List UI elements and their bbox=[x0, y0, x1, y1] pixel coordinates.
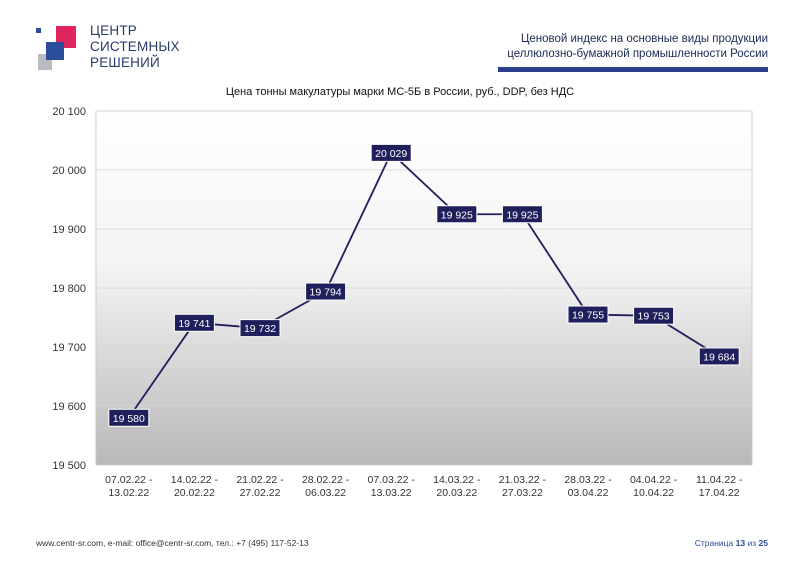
x-tick-label: 07.02.22 -13.02.22 bbox=[105, 474, 153, 499]
data-point: 20 029 bbox=[370, 143, 412, 162]
of-word: из bbox=[747, 538, 757, 548]
logo-text: ЦЕНТР СИСТЕМНЫХ РЕШЕНИЙ bbox=[90, 23, 180, 71]
page-word: Страница bbox=[694, 538, 734, 548]
x-tick-label: 07.03.22 -13.03.22 bbox=[368, 474, 416, 499]
logo-mark-dot bbox=[36, 28, 41, 33]
data-label-box bbox=[173, 313, 215, 332]
data-point: 19 684 bbox=[698, 347, 740, 366]
data-label-box bbox=[633, 306, 675, 325]
data-label-box bbox=[305, 282, 347, 301]
x-tick-label: 21.03.22 -27.03.22 bbox=[499, 474, 547, 499]
y-tick-label: 19 500 bbox=[52, 460, 86, 472]
report-title-line-2: целлюлозно-бумажной промышленности Росси… bbox=[507, 48, 768, 60]
data-label: 19 794 bbox=[310, 287, 342, 299]
x-tick-label: 21.02.22 -27.02.22 bbox=[236, 474, 284, 499]
data-label-box bbox=[698, 347, 740, 366]
y-tick-label: 19 800 bbox=[52, 283, 86, 295]
logo-line-1: ЦЕНТР bbox=[90, 23, 137, 38]
data-point: 19 753 bbox=[633, 306, 675, 325]
data-point: 19 755 bbox=[567, 305, 609, 324]
x-tick-label: 28.02.22 -06.03.22 bbox=[302, 474, 350, 499]
data-point: 19 580 bbox=[108, 408, 150, 427]
page-total: 25 bbox=[758, 538, 768, 548]
footer-contacts: www.centr-sr.com, e-mail: office@centr-s… bbox=[36, 538, 309, 548]
data-label: 20 029 bbox=[375, 148, 407, 160]
data-label: 19 684 bbox=[703, 351, 735, 363]
report-title: Ценовой индекс на основные виды продукци… bbox=[468, 32, 768, 62]
data-label-box bbox=[370, 143, 412, 162]
data-label: 19 925 bbox=[506, 209, 538, 221]
data-label: 19 741 bbox=[178, 318, 210, 330]
data-label: 19 732 bbox=[244, 323, 276, 335]
series-line bbox=[128, 151, 720, 419]
y-tick-label: 20 000 bbox=[52, 165, 86, 177]
page-indicator: Страница 13 из 25 bbox=[695, 538, 768, 548]
chart-title: Цена тонны макулатуры марки МС-5Б в Росс… bbox=[225, 86, 575, 98]
data-point: 19 741 bbox=[173, 313, 215, 332]
data-point: 19 794 bbox=[305, 282, 347, 301]
data-label: 19 755 bbox=[572, 310, 604, 322]
data-point: 19 732 bbox=[239, 319, 281, 338]
x-tick-label: 14.02.22 -20.02.22 bbox=[171, 474, 219, 499]
data-label-box bbox=[567, 305, 609, 324]
data-label-box bbox=[108, 408, 150, 427]
y-tick-label: 19 600 bbox=[52, 401, 86, 413]
x-tick-label: 14.03.22 -20.03.22 bbox=[433, 474, 481, 499]
data-label: 19 580 bbox=[113, 413, 145, 425]
x-tick-label: 28.03.22 -03.04.22 bbox=[564, 474, 612, 499]
page-number: 13 bbox=[735, 538, 746, 548]
logo-mark-blue bbox=[46, 42, 64, 60]
y-tick-label: 20 100 bbox=[52, 106, 86, 118]
data-label: 19 925 bbox=[441, 209, 473, 221]
data-label: 19 753 bbox=[638, 311, 670, 323]
logo-line-2: СИСТЕМНЫХ bbox=[90, 39, 180, 54]
x-tick-label: 11.04.22 -17.04.22 bbox=[696, 474, 743, 499]
data-point: 19 925 bbox=[436, 205, 478, 224]
x-tick-label: 04.04.22 -10.04.22 bbox=[630, 474, 678, 499]
data-label-box bbox=[436, 205, 478, 224]
data-point: 19 925 bbox=[501, 205, 543, 224]
company-logo: ЦЕНТР СИСТЕМНЫХ РЕШЕНИЙ bbox=[36, 22, 186, 78]
y-tick-label: 19 900 bbox=[52, 224, 86, 236]
logo-line-3: РЕШЕНИЙ bbox=[90, 55, 160, 70]
report-title-line-1: Ценовой индекс на основные виды продукци… bbox=[520, 33, 768, 45]
header-accent-bar bbox=[498, 67, 768, 72]
data-label-box bbox=[239, 319, 281, 338]
data-label-box bbox=[501, 205, 543, 224]
y-tick-label: 19 700 bbox=[52, 342, 86, 354]
